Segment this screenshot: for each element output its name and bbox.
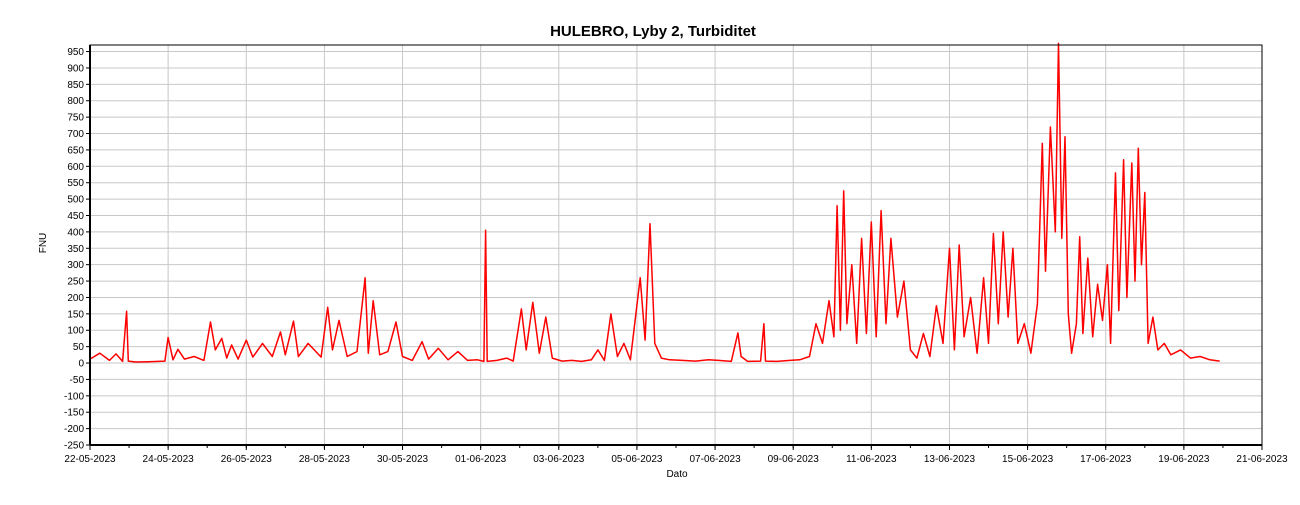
y-tick-label: 300 [67,260,84,271]
y-tick-label: 550 [67,178,84,189]
y-tick-label: -150 [64,408,84,419]
y-tick-label: 200 [67,293,84,304]
series-layer [89,42,1220,363]
y-tick-label: 900 [67,63,84,74]
x-tick-label: 21-06-2023 [1236,454,1288,465]
y-tick-label: 600 [67,162,84,173]
y-tick-label: -200 [64,424,84,435]
x-tick-label: 15-06-2023 [1002,454,1054,465]
x-tick-label: 26-05-2023 [221,454,273,465]
y-tick-label: 50 [73,342,85,353]
chart-title: HULEBRO, Lyby 2, Turbiditet [550,23,756,40]
y-tick-label: 400 [67,227,84,238]
y-tick-label: 800 [67,96,84,107]
y-axis-label: FNU [38,233,49,254]
x-tick-label: 28-05-2023 [299,454,351,465]
x-tick-label: 17-06-2023 [1080,454,1132,465]
x-tick-label: 09-06-2023 [768,454,820,465]
y-tick-label: -50 [70,375,85,386]
x-tick-label: 30-05-2023 [377,454,429,465]
y-tick-label: 150 [67,309,84,320]
x-tick-label: 13-06-2023 [924,454,976,465]
plot-border [89,44,1263,446]
x-tick-label: 03-06-2023 [533,454,585,465]
y-tick-label: 750 [67,113,84,124]
y-tick-label: -100 [64,391,84,402]
y-tick-label: 700 [67,129,84,140]
y-tick-label: 350 [67,244,84,255]
x-tick-label: 07-06-2023 [689,454,741,465]
y-tick-label: 100 [67,326,84,337]
y-tick-label: 250 [67,277,84,288]
axis-layer: -250 -200 -150 -100 -50 0 50 100 150 200 250 300 350… [64,44,1288,465]
y-tick-label: 0 [78,359,84,370]
y-tick-label: 950 [67,47,84,58]
y-tick-label: 450 [67,211,84,222]
x-tick-label: 24-05-2023 [143,454,195,465]
grid-layer [89,45,1263,446]
y-tick-label: 650 [67,145,84,156]
y-tick-label: -250 [64,441,84,452]
x-axis-label: Dato [666,469,688,480]
y-tick-label: 500 [67,195,84,206]
turbidity-series-line [89,42,1220,363]
x-tick-label: 19-06-2023 [1158,454,1210,465]
x-tick-label: 22-05-2023 [64,454,116,465]
x-tick-label: 11-06-2023 [846,454,897,465]
x-tick-label: 01-06-2023 [455,454,507,465]
x-tick-label: 05-06-2023 [611,454,663,465]
y-tick-label: 850 [67,80,84,91]
